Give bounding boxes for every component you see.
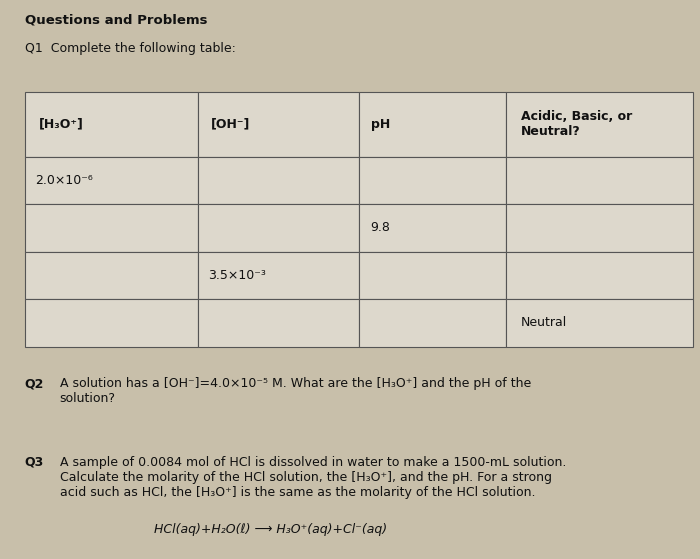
Text: Q2: Q2 — [25, 377, 44, 390]
Text: Q3: Q3 — [25, 456, 43, 468]
Text: 3.5×10⁻³: 3.5×10⁻³ — [208, 269, 266, 282]
Text: A solution has a [OH⁻]=4.0×10⁻⁵ M. What are the [H₃O⁺] and the pH of the
solutio: A solution has a [OH⁻]=4.0×10⁻⁵ M. What … — [60, 377, 531, 405]
Text: 9.8: 9.8 — [370, 221, 391, 234]
Text: [OH⁻]: [OH⁻] — [211, 118, 251, 131]
Text: pH: pH — [370, 118, 390, 131]
Text: Neutral: Neutral — [521, 316, 567, 329]
Text: 2.0×10⁻⁶: 2.0×10⁻⁶ — [35, 174, 92, 187]
Text: Acidic, Basic, or
Neutral?: Acidic, Basic, or Neutral? — [521, 110, 632, 139]
Text: Q1  Complete the following table:: Q1 Complete the following table: — [25, 42, 235, 55]
Text: HCl(aq)+H₂O(ℓ) ⟶ H₃O⁺(aq)+Cl⁻(aq): HCl(aq)+H₂O(ℓ) ⟶ H₃O⁺(aq)+Cl⁻(aq) — [154, 523, 387, 536]
Text: A sample of 0.0084 mol of HCl is dissolved in water to make a 1500-mL solution.
: A sample of 0.0084 mol of HCl is dissolv… — [60, 456, 566, 499]
Text: [H₃O⁺]: [H₃O⁺] — [38, 118, 83, 131]
Text: Questions and Problems: Questions and Problems — [25, 14, 207, 27]
